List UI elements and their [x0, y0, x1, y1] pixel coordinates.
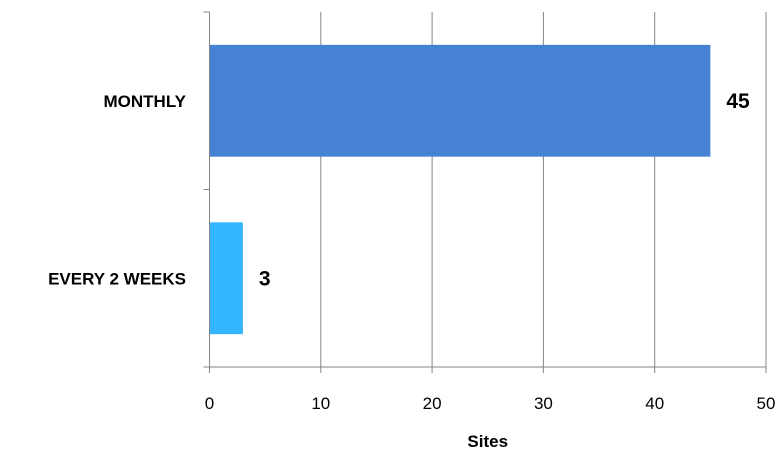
bars: [209, 44, 711, 335]
x-tick-label-50: 50: [757, 394, 776, 413]
bar-every-2-weeks: [209, 222, 243, 335]
x-tick-label-20: 20: [423, 394, 442, 413]
x-tick-label-10: 10: [311, 394, 330, 413]
axes: [203, 11, 767, 373]
data-label-every-2-weeks: 3: [259, 267, 271, 290]
labels: 45 MONTHLY 3 EVERY 2 WEEKS 0 10 20 30 40 50: [48, 90, 775, 413]
x-tick-label-40: 40: [645, 394, 664, 413]
data-label-monthly: 45: [726, 90, 750, 113]
category-label-every-2-weeks: EVERY 2 WEEKS: [48, 269, 186, 288]
x-axis-title: Sites: [467, 432, 508, 451]
category-label-monthly: MONTHLY: [104, 92, 187, 111]
x-tick-label-0: 0: [205, 394, 214, 413]
x-tick-label-30: 30: [534, 394, 553, 413]
bar-monthly: [209, 44, 711, 157]
